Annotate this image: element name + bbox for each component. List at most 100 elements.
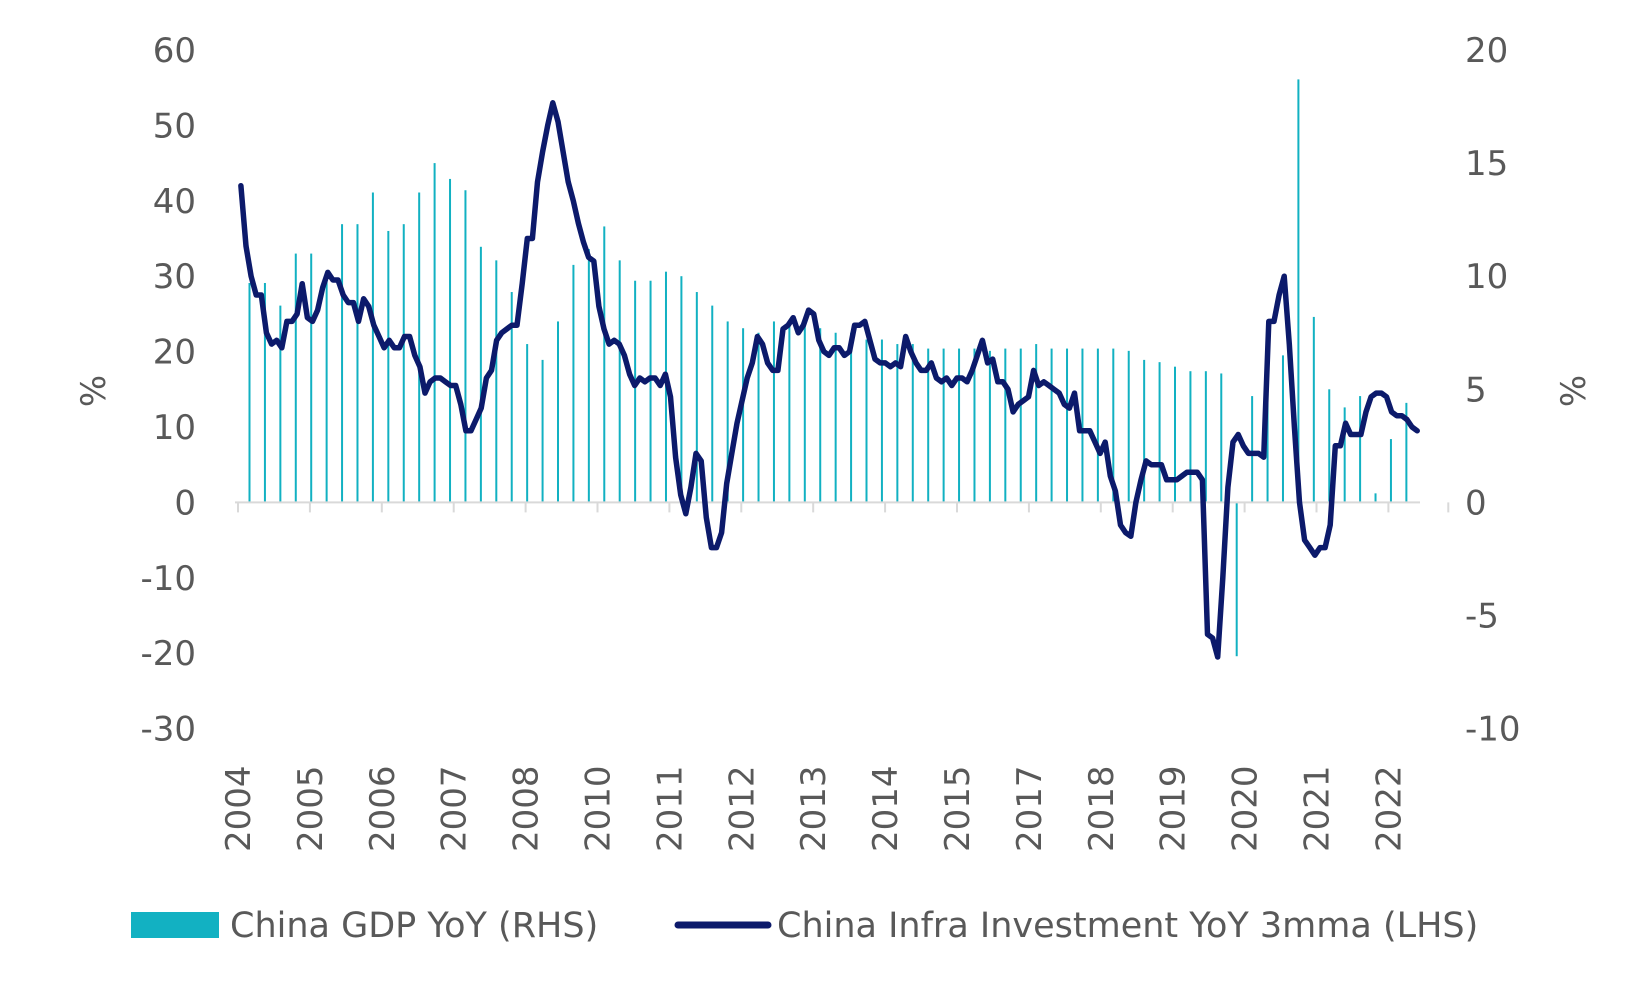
gdp-bar — [850, 332, 853, 503]
gdp-bar — [880, 339, 883, 503]
gdp-bar — [911, 344, 914, 503]
gdp-bar — [788, 325, 791, 503]
x-tick-label: 2020 — [1226, 765, 1266, 852]
gdp-bar — [1405, 402, 1408, 503]
right-axis-title: % — [1554, 375, 1594, 407]
gdp-bar — [341, 224, 344, 503]
gdp-bar — [356, 224, 359, 503]
gdp-bar — [510, 292, 513, 503]
right-y-tick-label: -10 — [1465, 710, 1521, 750]
gdp-bar — [1035, 344, 1038, 503]
left-y-tick-label: -10 — [140, 559, 196, 599]
infra-line-group — [238, 100, 1420, 660]
gdp-bar — [803, 321, 806, 503]
gdp-bar — [557, 321, 560, 503]
gdp-bar — [526, 344, 529, 503]
gdp-bars — [248, 79, 1408, 657]
left-y-tick-label: 20 — [153, 333, 196, 373]
x-tick-label: 2005 — [291, 765, 331, 852]
x-tick-label: 2004 — [219, 765, 259, 852]
gdp-bar — [1220, 373, 1223, 503]
gdp-bar — [294, 253, 297, 503]
gdp-bar — [988, 350, 991, 503]
gdp-bar — [464, 190, 467, 503]
gdp-bar — [1174, 366, 1177, 503]
gdp-bar — [742, 328, 745, 503]
left-y-tick-label: -20 — [140, 634, 196, 674]
right-y-tick-label: 20 — [1465, 31, 1508, 71]
gdp-bar — [942, 348, 945, 503]
gdp-bar — [433, 163, 436, 503]
left-y-tick-label: 60 — [153, 31, 196, 71]
gdp-bar — [1251, 396, 1254, 503]
x-tick-label: 2013 — [794, 765, 834, 852]
x-tick-label: 2006 — [363, 765, 403, 852]
gdp-bar — [1019, 348, 1022, 503]
gdp-bar — [263, 282, 266, 503]
gdp-bar — [973, 348, 976, 503]
left-y-tick-label: 50 — [153, 106, 196, 146]
gdp-bar — [1343, 407, 1346, 503]
gdp-bar — [834, 332, 837, 503]
x-axis-ticks — [237, 502, 1450, 513]
gdp-bar — [1297, 79, 1300, 503]
gdp-bar — [1189, 371, 1192, 503]
gdp-bar — [449, 178, 452, 503]
gdp-bar — [1266, 393, 1269, 503]
gdp-bar — [402, 224, 405, 503]
gdp-bar — [1050, 348, 1053, 503]
x-axis-labels: 2004 2005 2006 2007 2008 2010 2011 2012 2013 2014… — [219, 765, 1409, 852]
gdp-bar — [1312, 316, 1315, 503]
gdp-bar — [695, 292, 698, 503]
gdp-bar — [819, 328, 822, 503]
gdp-bar — [1374, 493, 1377, 503]
x-tick-label: 2012 — [722, 765, 762, 852]
gdp-bar — [1127, 350, 1130, 503]
gdp-bar — [1096, 348, 1099, 503]
left-y-tick-label: -30 — [140, 710, 196, 750]
gdp-bar — [958, 348, 961, 503]
x-tick-label: 2011 — [650, 765, 690, 852]
left-y-tick-label: 10 — [153, 408, 196, 448]
gdp-bar — [757, 332, 760, 503]
gdp-bar — [634, 280, 637, 503]
gdp-bar — [1235, 502, 1238, 657]
gdp-bar — [772, 321, 775, 503]
gdp-bar — [603, 226, 606, 503]
x-tick-label: 2007 — [435, 765, 475, 852]
right-y-tick-label: 0 — [1465, 483, 1487, 523]
right-y-axis: 20 15 10 5 0 -5 -10 — [1465, 31, 1521, 750]
x-tick-label: 2019 — [1154, 765, 1194, 852]
gdp-bar — [1158, 362, 1161, 503]
left-y-tick-label: 0 — [174, 483, 196, 523]
gdp-bar — [387, 230, 390, 503]
gdp-bar — [711, 305, 714, 503]
left-y-tick-label: 30 — [153, 257, 196, 297]
gdp-bar — [1143, 359, 1146, 503]
gdp-bar — [1066, 348, 1069, 503]
gdp-bar — [325, 276, 328, 503]
legend-swatch-gdp — [131, 912, 219, 938]
gdp-bar — [618, 260, 621, 503]
gdp-bar — [927, 348, 930, 503]
gdp-bar — [1081, 348, 1084, 503]
right-y-tick-label: 5 — [1465, 370, 1487, 410]
gdp-bar — [495, 260, 498, 503]
gdp-bar — [541, 359, 544, 503]
x-tick-label: 2010 — [579, 765, 619, 852]
x-tick-label: 2018 — [1082, 765, 1122, 852]
x-tick-label: 2022 — [1369, 765, 1409, 852]
gdp-bar — [1328, 389, 1331, 503]
gdp-bar — [479, 246, 482, 503]
left-y-tick-label: 40 — [153, 182, 196, 222]
left-y-axis: 60 50 40 30 20 10 0 -10 -20 -30 — [140, 31, 196, 750]
gdp-bar — [1281, 355, 1284, 503]
legend-label-gdp: China GDP YoY (RHS) — [230, 906, 598, 946]
gdp-bar — [1004, 348, 1007, 503]
x-tick-label: 2014 — [866, 765, 906, 852]
gdp-bar — [310, 253, 313, 503]
gdp-bar — [1112, 348, 1115, 503]
right-y-tick-label: -5 — [1465, 597, 1499, 637]
x-tick-label: 2015 — [938, 765, 978, 852]
